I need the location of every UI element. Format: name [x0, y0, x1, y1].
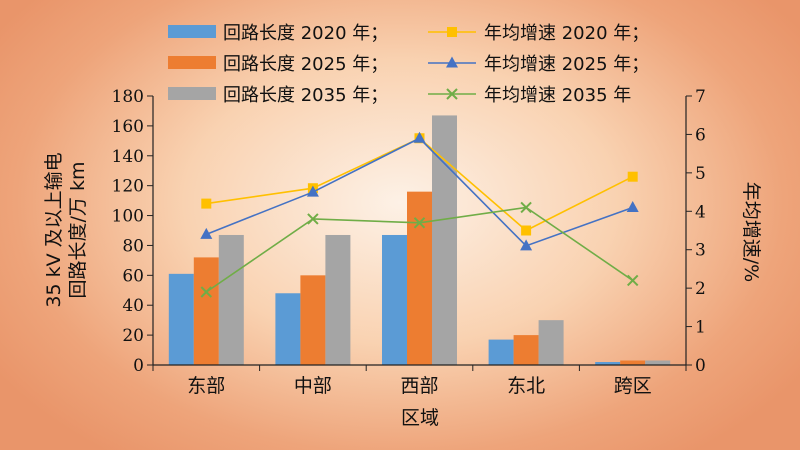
lines — [200, 131, 639, 298]
legend-swatch-bar-1 — [168, 56, 216, 69]
legend-marker-0 — [447, 27, 457, 37]
point-2-3-stroke-b — [520, 201, 532, 214]
y-tick-label-0: 0 — [133, 356, 144, 376]
y2-tick-label-2: 2 — [695, 279, 706, 299]
y-axis-title-line-2: 回路长度/万 km — [67, 162, 89, 299]
legend-marker-1 — [446, 56, 458, 68]
axes — [152, 96, 687, 366]
bar-0-0 — [168, 273, 194, 365]
legend-marker-2 — [446, 88, 458, 100]
point-0-4 — [627, 171, 638, 182]
legend-marker-2-stroke-b — [446, 88, 458, 100]
x-axis-title: 区域 — [401, 407, 439, 429]
bar-1-4 — [620, 360, 646, 365]
legend-label-line-0: 年均增速 2020 年； — [484, 23, 649, 44]
x-tick-label-3: 东北 — [507, 375, 545, 397]
legend: 回路长度 2020 年； 回路长度 2025 年； 回路长度 2035 年； 年均增速… — [168, 23, 649, 106]
bar-2-1 — [325, 234, 351, 365]
y-tick-label-5: 100 — [112, 207, 144, 227]
point-2-2-stroke-b — [413, 217, 426, 229]
point-1-0 — [200, 227, 213, 239]
legend-label-line-1: 年均增速 2025 年； — [484, 54, 649, 75]
point-1-4 — [626, 200, 639, 212]
y-tick-label-6: 120 — [112, 177, 144, 197]
ticks: 0 20 40 60 80 100 120 140 160 180 0 1 2 3 4 5 6 7 东部 中部 西部 东北… — [112, 87, 706, 397]
legend-swatch-bar-2 — [168, 87, 216, 100]
bar-1-2 — [407, 191, 432, 365]
bar-0-4 — [595, 362, 621, 365]
bar-1-0 — [193, 257, 219, 365]
point-1-2 — [413, 131, 426, 143]
point-2-1 — [307, 213, 319, 225]
bars — [168, 115, 671, 365]
y-tick-label-4: 80 — [122, 236, 144, 256]
y2-axis-title: 年均增速/% — [740, 182, 762, 282]
bar-2-4 — [645, 360, 671, 365]
y2-tick-label-4: 4 — [695, 202, 706, 222]
legend-label-bar-2: 回路长度 2035 年； — [223, 85, 388, 106]
y-tick-label-8: 160 — [112, 117, 144, 137]
bar-2-2 — [432, 115, 457, 365]
x-tick-label-1: 中部 — [294, 375, 332, 397]
y-tick-label-2: 40 — [122, 296, 144, 316]
point-2-4-stroke-b — [626, 274, 639, 287]
legend-label-bar-0: 回路长度 2020 年； — [223, 23, 388, 44]
bar-1-1 — [300, 275, 326, 365]
point-1-1 — [306, 185, 319, 197]
legend-label-line-2: 年均增速 2035 年 — [484, 85, 631, 106]
bar-2-0 — [218, 234, 244, 365]
point-2-3 — [520, 201, 532, 214]
x-tick-label-4: 跨区 — [614, 375, 652, 397]
bar-1-3 — [513, 335, 539, 365]
y2-tick-label-7: 7 — [695, 87, 706, 107]
point-1-3 — [520, 239, 533, 251]
y-tick-label-7: 140 — [112, 147, 144, 167]
y-axis-title-line-1: 35 kV 及以上输电 — [43, 152, 65, 307]
x-tick-label-0: 东部 — [187, 375, 225, 397]
y-tick-label-3: 60 — [122, 266, 144, 286]
legend-swatch-bar-0 — [168, 25, 216, 38]
point-2-4 — [626, 274, 639, 287]
point-2-0-stroke-b — [200, 286, 213, 298]
y2-tick-label-0: 0 — [695, 356, 706, 376]
y-tick-label-1: 20 — [122, 326, 144, 346]
point-2-0 — [200, 286, 213, 298]
bar-0-3 — [488, 339, 514, 365]
x-tick-label-2: 西部 — [400, 375, 438, 397]
point-2-2 — [413, 217, 426, 229]
point-0-0 — [201, 198, 212, 209]
y2-tick-label-3: 3 — [695, 241, 706, 261]
bar-0-1 — [275, 293, 301, 365]
bar-2-3 — [538, 320, 564, 365]
legend-label-bar-1: 回路长度 2025 年； — [223, 54, 388, 75]
y-tick-label-9: 180 — [112, 87, 144, 107]
y2-tick-label-6: 6 — [695, 125, 706, 145]
bar-0-2 — [382, 234, 407, 365]
y2-tick-label-5: 5 — [695, 164, 706, 184]
point-0-3 — [521, 225, 532, 236]
y2-tick-label-1: 1 — [695, 318, 706, 338]
point-2-1-stroke-b — [307, 213, 319, 225]
